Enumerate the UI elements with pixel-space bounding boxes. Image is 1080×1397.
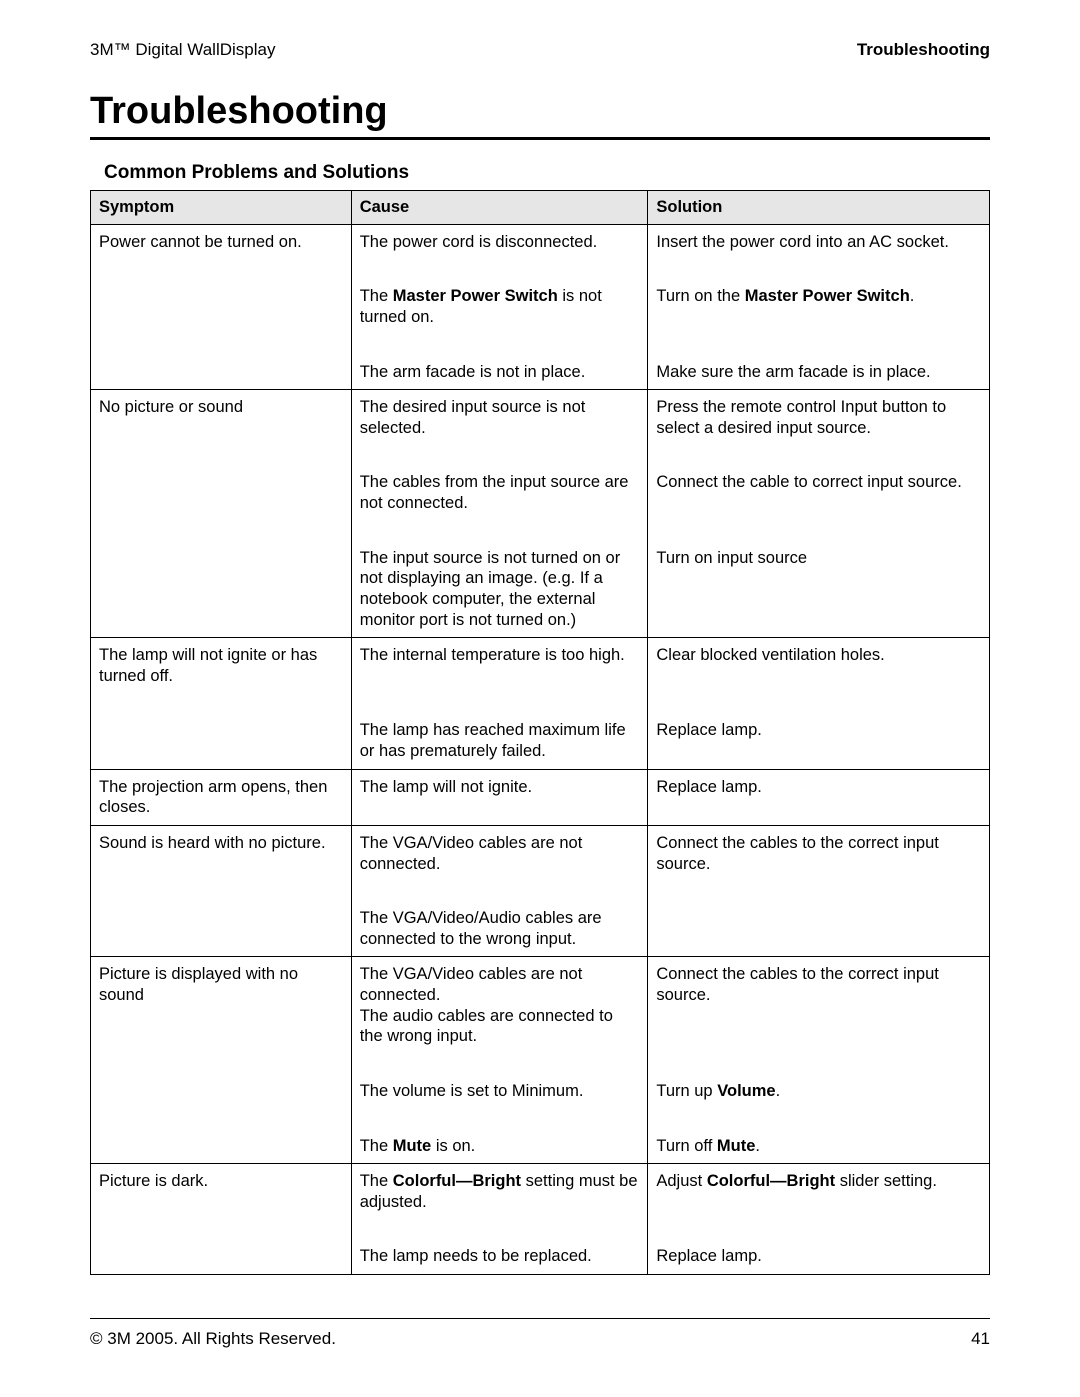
col-cause: Cause [351,191,648,225]
table-row-gap [91,693,990,713]
cell-symptom: Picture is displayed with no sound [91,957,352,1054]
cell-solution: Replace lamp. [648,769,990,825]
table-row: The lamp will not ignite or has turned o… [91,638,990,694]
cell-solution: Turn up Volume. [648,1074,990,1109]
page-title: Troubleshooting [90,90,990,133]
cell-cause: The Colorful—Bright setting must be adju… [351,1164,648,1220]
cell-cause: The VGA/Video cables are not connected. [351,825,648,881]
cell-solution: Make sure the arm facade is in place. [648,355,990,390]
cell-cause: The internal temperature is too high. [351,638,648,694]
cell-symptom: Sound is heard with no picture. [91,825,352,881]
cell-symptom [91,1129,352,1164]
cell-cause: The arm facade is not in place. [351,355,648,390]
cell-symptom: Power cannot be turned on. [91,224,352,259]
table-row: The cables from the input source are not… [91,465,990,520]
table-header-row: Symptom Cause Solution [91,191,990,225]
cell-solution [648,901,990,957]
cell-cause: The lamp needs to be replaced. [351,1239,648,1274]
cell-solution: Connect the cable to correct input sourc… [648,465,990,520]
cell-cause: The VGA/Video cables are not connected.T… [351,957,648,1054]
table-row: The projection arm opens, then closes.Th… [91,769,990,825]
table-row: The lamp has reached maximum life or has… [91,713,990,769]
table-row: The VGA/Video/Audio cables are connected… [91,901,990,957]
cell-symptom [91,713,352,769]
running-header-left: 3M™ Digital WallDisplay [90,40,275,60]
cell-cause: The volume is set to Minimum. [351,1074,648,1109]
table-row-gap [91,881,990,901]
footer-page-number: 41 [971,1329,990,1349]
section-heading: Common Problems and Solutions [104,162,990,184]
table-row-gap [91,445,990,465]
cell-solution: Turn off Mute. [648,1129,990,1164]
cell-symptom [91,1074,352,1109]
cell-cause: The desired input source is not selected… [351,390,648,446]
cell-cause: The Mute is on. [351,1129,648,1164]
cell-symptom: The projection arm opens, then closes. [91,769,352,825]
table-row-gap [91,1054,990,1074]
table-row-gap [91,335,990,355]
cell-solution: Connect the cables to the correct input … [648,825,990,881]
cell-cause: The lamp will not ignite. [351,769,648,825]
running-header-right: Troubleshooting [857,40,990,60]
cell-cause: The VGA/Video/Audio cables are connected… [351,901,648,957]
table-row: The lamp needs to be replaced.Replace la… [91,1239,990,1274]
troubleshooting-table: Symptom Cause Solution Power cannot be t… [90,190,990,1275]
table-row: The Mute is on.Turn off Mute. [91,1129,990,1164]
cell-symptom [91,541,352,638]
table-row: The arm facade is not in place.Make sure… [91,355,990,390]
col-solution: Solution [648,191,990,225]
cell-solution: Replace lamp. [648,1239,990,1274]
cell-symptom: Picture is dark. [91,1164,352,1220]
running-header: 3M™ Digital WallDisplay Troubleshooting [90,40,990,60]
table-row: The input source is not turned on or not… [91,541,990,638]
cell-solution: Press the remote control Input button to… [648,390,990,446]
col-symptom: Symptom [91,191,352,225]
cell-symptom [91,901,352,957]
page-footer: © 3M 2005. All Rights Reserved. 41 [90,1310,990,1349]
cell-solution: Connect the cables to the correct input … [648,957,990,1054]
cell-cause: The power cord is disconnected. [351,224,648,259]
cell-symptom [91,1239,352,1274]
cell-cause: The input source is not turned on or not… [351,541,648,638]
table-row: The Master Power Switch is not turned on… [91,279,990,334]
cell-solution: Insert the power cord into an AC socket. [648,224,990,259]
cell-solution: Turn on the Master Power Switch. [648,279,990,334]
table-row: Picture is displayed with no soundThe VG… [91,957,990,1054]
cell-solution: Adjust Colorful—Bright slider setting. [648,1164,990,1220]
footer-rule [90,1318,990,1319]
footer-copyright: © 3M 2005. All Rights Reserved. [90,1329,336,1349]
cell-cause: The Master Power Switch is not turned on… [351,279,648,334]
table-row-gap [91,1219,990,1239]
title-rule [90,137,990,140]
cell-symptom: No picture or sound [91,390,352,446]
cell-symptom [91,355,352,390]
table-row-gap [91,259,990,279]
table-row: No picture or soundThe desired input sou… [91,390,990,446]
table-row: Sound is heard with no picture.The VGA/V… [91,825,990,881]
table-row: The volume is set to Minimum.Turn up Vol… [91,1074,990,1109]
cell-solution: Clear blocked ventilation holes. [648,638,990,694]
table-row: Power cannot be turned on.The power cord… [91,224,990,259]
cell-solution: Turn on input source [648,541,990,638]
cell-cause: The lamp has reached maximum life or has… [351,713,648,769]
cell-cause: The cables from the input source are not… [351,465,648,520]
cell-symptom: The lamp will not ignite or has turned o… [91,638,352,694]
cell-solution: Replace lamp. [648,713,990,769]
table-row-gap [91,1109,990,1129]
cell-symptom [91,279,352,334]
table-row-gap [91,521,990,541]
table-row: Picture is dark.The Colorful—Bright sett… [91,1164,990,1220]
cell-symptom [91,465,352,520]
